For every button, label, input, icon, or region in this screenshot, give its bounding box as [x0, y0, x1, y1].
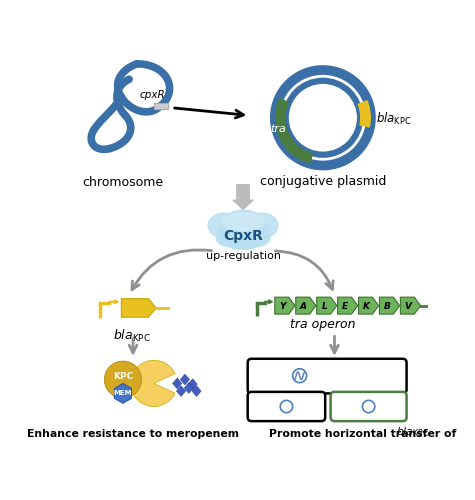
Text: tra operon: tra operon	[290, 318, 356, 331]
Ellipse shape	[243, 231, 270, 246]
Text: $bla_{\mathrm{KPC}}$: $bla_{\mathrm{KPC}}$	[114, 328, 151, 344]
Circle shape	[104, 361, 142, 398]
Text: Promote horizontal transfer of: Promote horizontal transfer of	[269, 429, 460, 439]
Polygon shape	[380, 297, 399, 314]
FancyBboxPatch shape	[247, 359, 407, 394]
Text: B: B	[384, 302, 390, 311]
FancyBboxPatch shape	[247, 392, 325, 421]
Polygon shape	[192, 386, 201, 396]
Text: Enhance resistance to meropenem: Enhance resistance to meropenem	[27, 429, 239, 439]
Text: L: L	[322, 302, 327, 311]
Polygon shape	[317, 297, 337, 314]
Polygon shape	[184, 382, 193, 394]
FancyArrow shape	[109, 300, 118, 304]
Text: A: A	[300, 302, 307, 311]
Text: tra: tra	[271, 124, 286, 134]
Polygon shape	[359, 297, 379, 314]
FancyArrow shape	[233, 184, 253, 210]
Text: CpxR: CpxR	[223, 228, 263, 242]
Text: cpxR: cpxR	[140, 90, 165, 100]
Ellipse shape	[216, 231, 243, 246]
Text: K: K	[363, 302, 370, 311]
Polygon shape	[275, 98, 313, 164]
Polygon shape	[176, 386, 186, 396]
Text: chromosome: chromosome	[82, 176, 163, 188]
Polygon shape	[338, 297, 358, 314]
Text: up-regulation: up-regulation	[206, 251, 281, 261]
Ellipse shape	[218, 217, 268, 250]
Polygon shape	[122, 298, 156, 317]
Text: KPC: KPC	[113, 372, 133, 381]
Text: V: V	[405, 302, 412, 311]
Polygon shape	[114, 384, 132, 404]
Wedge shape	[131, 360, 175, 406]
Ellipse shape	[247, 213, 278, 238]
Text: Y: Y	[279, 302, 286, 311]
Polygon shape	[296, 297, 316, 314]
Text: E: E	[342, 302, 349, 311]
FancyArrow shape	[265, 300, 273, 304]
FancyBboxPatch shape	[154, 103, 168, 110]
Ellipse shape	[208, 213, 239, 238]
Polygon shape	[188, 379, 197, 390]
Ellipse shape	[222, 213, 265, 230]
Text: conjugative plasmid: conjugative plasmid	[260, 176, 386, 188]
Polygon shape	[172, 378, 182, 389]
Text: $bla_{\mathrm{KPC}}$: $bla_{\mathrm{KPC}}$	[376, 111, 411, 128]
Ellipse shape	[225, 210, 262, 230]
Polygon shape	[357, 100, 371, 128]
Polygon shape	[180, 374, 190, 385]
Polygon shape	[400, 297, 420, 314]
Text: $bla_{\mathrm{KPC}}$: $bla_{\mathrm{KPC}}$	[397, 425, 429, 439]
Ellipse shape	[224, 235, 262, 248]
Text: MEM: MEM	[114, 390, 132, 396]
Polygon shape	[275, 297, 295, 314]
FancyBboxPatch shape	[331, 392, 407, 421]
